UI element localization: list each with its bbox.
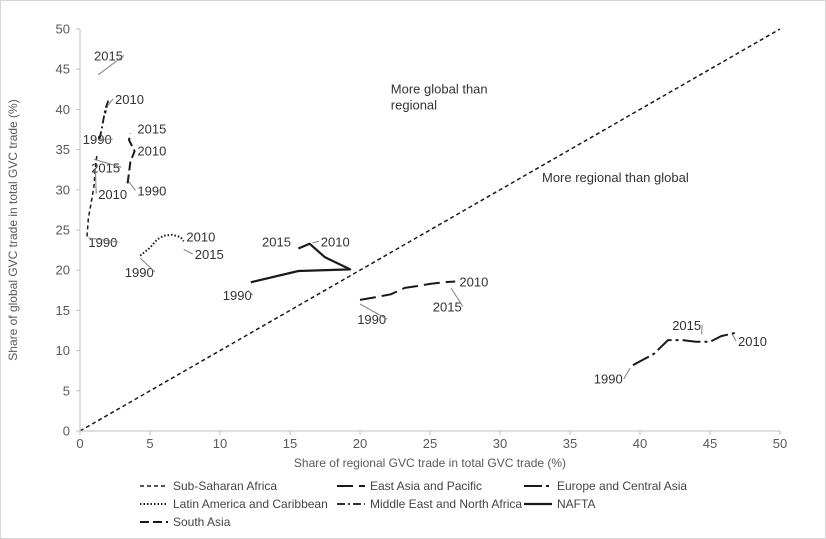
year-label: 1990 — [594, 372, 623, 387]
series-line-sub-saharan-africa — [86, 155, 98, 237]
y-tick-label: 20 — [56, 263, 70, 278]
year-label: 2015 — [433, 299, 462, 314]
year-label: 2010 — [186, 229, 215, 244]
y-tick-label: 45 — [56, 62, 70, 77]
leader-line — [93, 158, 122, 168]
legend-label: Europe and Central Asia — [557, 479, 687, 493]
y-tick-label: 30 — [56, 182, 70, 197]
legend: Sub-Saharan Africa East Asia and Pacific E… — [140, 479, 687, 529]
year-label: 2010 — [321, 234, 350, 249]
region-label: More regional than global — [542, 170, 689, 185]
x-tick-label: 45 — [703, 436, 717, 451]
y-tick-label: 15 — [56, 303, 70, 318]
legend-label: Latin America and Caribbean — [173, 497, 328, 511]
leader-line — [731, 334, 737, 342]
series-line-nafta — [250, 242, 352, 284]
leader-line — [701, 324, 703, 335]
legend-label: South Asia — [173, 515, 231, 529]
leader-line — [312, 240, 319, 244]
legend-label: East Asia and Pacific — [370, 479, 482, 493]
diagonal-line — [79, 28, 781, 432]
x-tick-label: 35 — [563, 436, 577, 451]
year-label: 1990 — [88, 235, 117, 250]
region-label-line: regional — [391, 97, 437, 112]
y-tick-label: 10 — [56, 343, 70, 358]
x-tick-label: 25 — [423, 436, 437, 451]
leader-line — [183, 248, 194, 255]
series-line-south-asia — [126, 133, 136, 184]
leader-line — [450, 287, 464, 307]
year-label: 2010 — [137, 143, 166, 158]
x-tick-label: 15 — [283, 436, 297, 451]
year-label: 2015 — [262, 234, 291, 249]
series-line-latin-america-and-caribbean — [139, 233, 185, 257]
leader-line — [128, 181, 136, 191]
leader-line — [247, 289, 254, 296]
year-label: 1990 — [125, 265, 154, 280]
leader-line — [97, 55, 125, 76]
diagonal-reference — [79, 28, 781, 432]
y-tick-label: 5 — [63, 383, 70, 398]
series-line-middle-east-and-north-africa — [98, 100, 109, 140]
y-tick-label: 0 — [63, 424, 70, 439]
region-label-line: More regional than global — [542, 170, 689, 185]
leader-line — [88, 237, 119, 243]
y-tick-label: 25 — [56, 223, 70, 238]
x-tick-label: 5 — [146, 436, 153, 451]
x-tick-label: 20 — [353, 436, 367, 451]
leader-line — [139, 257, 156, 273]
region-label: More global than regional — [391, 81, 488, 112]
year-label: 2010 — [738, 334, 767, 349]
legend-label: Middle East and North Africa — [370, 497, 522, 511]
series-line-east-asia-and-pacific — [359, 280, 456, 301]
x-tick-label: 0 — [76, 436, 83, 451]
y-tick-label: 50 — [56, 22, 70, 37]
year-label: 2015 — [137, 122, 166, 137]
year-label: 2015 — [195, 247, 224, 262]
region-label-line: More global than — [391, 81, 488, 96]
series-lines — [86, 100, 736, 366]
year-label: 1990 — [137, 184, 166, 199]
region-labels: More global than regional More regional th… — [391, 81, 689, 184]
legend-label: Sub-Saharan Africa — [173, 479, 277, 493]
year-label: 2015 — [94, 49, 123, 64]
leader-line — [359, 303, 388, 320]
y-tick-label: 35 — [56, 142, 70, 157]
x-tick-label: 50 — [773, 436, 787, 451]
y-axis-title: Share of global GVC trade in total GVC t… — [6, 99, 20, 360]
leader-line — [107, 98, 114, 106]
leader-line — [94, 168, 97, 194]
legend-label: NAFTA — [557, 497, 595, 511]
x-tick-label: 10 — [213, 436, 227, 451]
year-label: 2015 — [672, 318, 701, 333]
y-tick-label: 40 — [56, 102, 70, 117]
x-tick-label: 40 — [633, 436, 647, 451]
year-label: 2010 — [98, 187, 127, 202]
year-label: 1990 — [223, 288, 252, 303]
x-axis-title: Share of regional GVC trade in total GVC… — [294, 456, 566, 470]
x-tick-label: 30 — [493, 436, 507, 451]
year-label: 2010 — [459, 274, 488, 289]
leader-line — [623, 368, 631, 380]
year-label: 1990 — [83, 132, 112, 147]
year-label: 2015 — [91, 160, 120, 175]
axes: 0 5 10 15 20 25 30 35 40 45 50 0 5 10 15 20 25 30 35 40 45 50 — [56, 22, 788, 452]
year-label: 1990 — [357, 312, 386, 327]
year-label: 2010 — [115, 92, 144, 107]
series-line-europe-and-central-asia — [632, 331, 736, 366]
year-annotations: 2015 2010 1990 2015 2010 1990 2015 2010 1990 2010… — [83, 49, 767, 387]
